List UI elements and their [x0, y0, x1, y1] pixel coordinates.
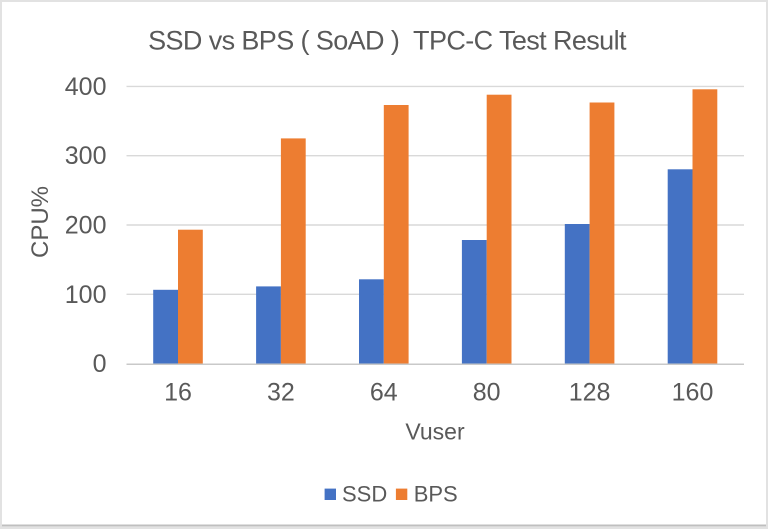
svg-text:16: 16 — [164, 378, 192, 406]
svg-text:BPS: BPS — [414, 482, 458, 507]
svg-text:CPU%: CPU% — [27, 186, 54, 258]
svg-text:80: 80 — [473, 378, 501, 406]
svg-text:400: 400 — [65, 73, 107, 101]
svg-text:SSD vs BPS ( SoAD ) TPC-C Tes: SSD vs BPS ( SoAD ) TPC-C Test Result — [148, 26, 627, 56]
svg-text:SSD: SSD — [342, 482, 387, 507]
svg-text:Vuser: Vuser — [405, 419, 465, 445]
svg-text:300: 300 — [65, 142, 107, 170]
svg-text:160: 160 — [672, 378, 714, 406]
svg-text:64: 64 — [370, 378, 398, 406]
svg-text:128: 128 — [569, 378, 611, 406]
svg-text:200: 200 — [65, 212, 107, 240]
svg-text:32: 32 — [267, 378, 295, 406]
svg-text:0: 0 — [93, 350, 107, 378]
svg-text:100: 100 — [65, 281, 107, 309]
